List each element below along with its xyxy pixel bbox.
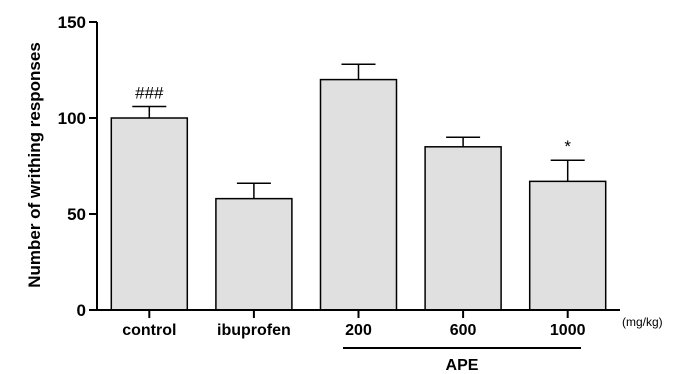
x-tick-label-1: ibuprofen	[217, 322, 291, 339]
y-axis-label: Number of writhing responses	[25, 42, 44, 288]
x-axis: control ibuprofen 200 600 1000	[97, 309, 620, 339]
bar-0	[110, 117, 189, 311]
x-tick-label-4: 1000	[550, 322, 586, 339]
significance-marker-0: ###	[135, 83, 164, 102]
bar-3	[424, 146, 502, 311]
bars: ### *	[110, 63, 607, 311]
significance-marker-4: *	[564, 137, 571, 156]
x-tick-label-0: control	[122, 322, 176, 339]
y-tick-label-3: 150	[58, 13, 86, 32]
x-tick-label-3: 600	[450, 322, 477, 339]
y-axis: 0 50 100 150	[58, 13, 98, 320]
group-label: APE	[446, 357, 479, 374]
bar-2	[319, 78, 398, 311]
bar-4	[528, 180, 607, 311]
unit-label: (mg/kg)	[622, 315, 663, 329]
y-tick-label-1: 50	[67, 205, 86, 224]
y-tick-label-2: 100	[58, 109, 86, 128]
bar-1	[215, 197, 293, 311]
y-tick-label-0: 0	[77, 301, 86, 320]
x-tick-label-2: 200	[345, 322, 372, 339]
